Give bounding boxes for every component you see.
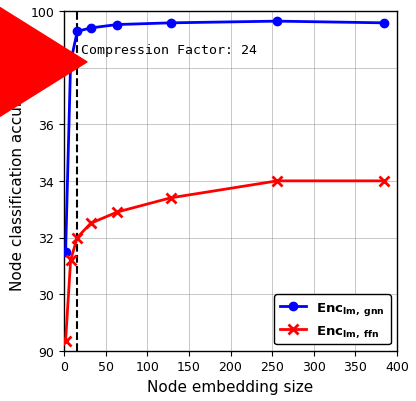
Enc$_{\mathbf{lm,\ gnn}}$ (63, 250, 68, 255)
Enc$_{\mathbf{lm,\ gnn}}$ (275, 20, 280, 24)
X-axis label: Node embedding size: Node embedding size (147, 379, 314, 394)
Text: Compression Factor: 24: Compression Factor: 24 (81, 45, 257, 57)
Y-axis label: Node classification accuracy: Node classification accuracy (10, 73, 25, 290)
Enc$_{\mathbf{lm,\ ffn}}$ (68, 258, 73, 263)
Enc$_{\mathbf{lm,\ gnn}}$ (75, 30, 80, 34)
Line: Enc$_{\mathbf{lm,\ gnn}}$: Enc$_{\mathbf{lm,\ gnn}}$ (62, 18, 388, 256)
Enc$_{\mathbf{lm,\ ffn}}$ (275, 179, 280, 184)
Enc$_{\mathbf{lm,\ ffn}}$ (88, 221, 93, 226)
Legend: Enc$_{\mathbf{lm,\ gnn}}$, Enc$_{\mathbf{lm,\ ffn}}$: Enc$_{\mathbf{lm,\ gnn}}$, Enc$_{\mathbf… (274, 295, 391, 344)
Enc$_{\mathbf{lm,\ ffn}}$ (75, 235, 80, 240)
Enc$_{\mathbf{lm,\ ffn}}$ (115, 210, 120, 215)
Enc$_{\mathbf{lm,\ gnn}}$ (168, 21, 173, 26)
Enc$_{\mathbf{lm,\ gnn}}$ (68, 61, 73, 65)
Line: Enc$_{\mathbf{lm,\ ffn}}$: Enc$_{\mathbf{lm,\ ffn}}$ (61, 176, 389, 346)
Enc$_{\mathbf{lm,\ gnn}}$ (115, 23, 120, 28)
Enc$_{\mathbf{lm,\ gnn}}$ (88, 26, 93, 31)
Enc$_{\mathbf{lm,\ ffn}}$ (168, 196, 173, 201)
Enc$_{\mathbf{lm,\ ffn}}$ (63, 338, 68, 343)
Enc$_{\mathbf{lm,\ gnn}}$ (381, 21, 386, 26)
Enc$_{\mathbf{lm,\ ffn}}$ (381, 179, 386, 184)
